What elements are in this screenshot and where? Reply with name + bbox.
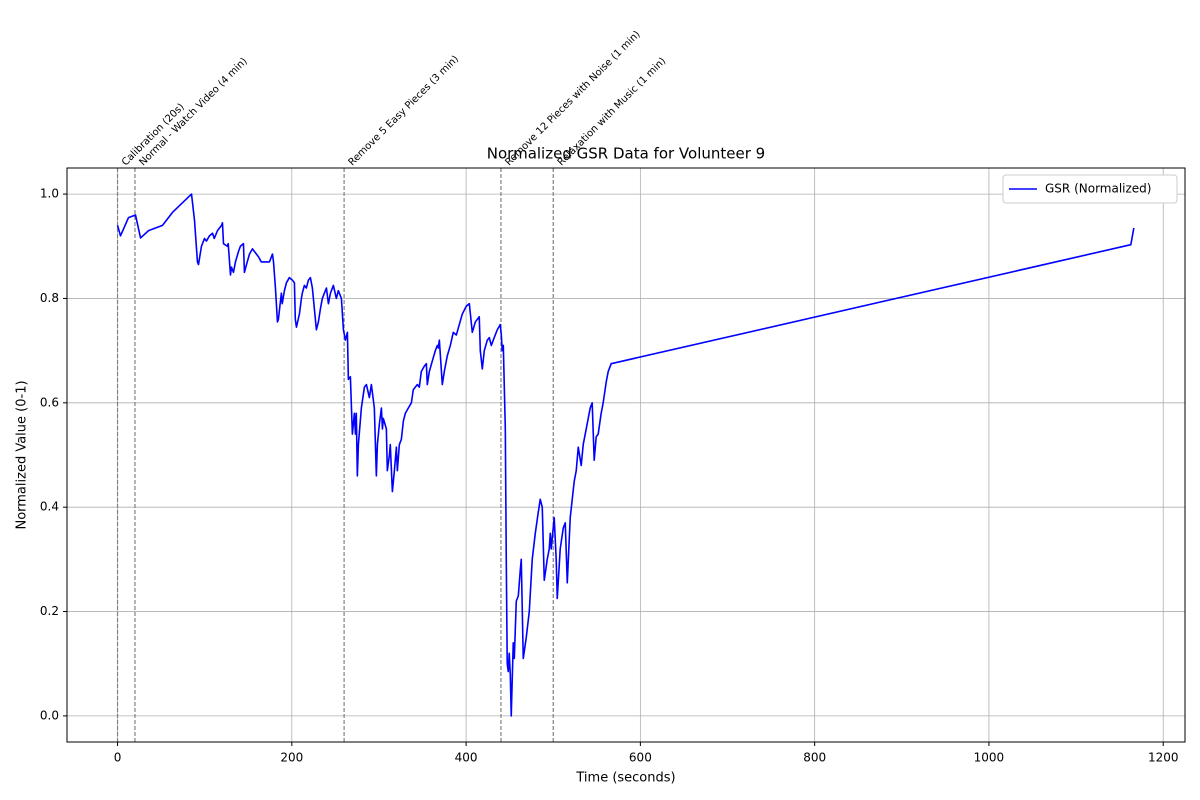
chart-title: Normalized GSR Data for Volunteer 9: [487, 145, 765, 163]
event-label: Remove 5 Easy Pieces (3 min): [347, 54, 462, 169]
legend-box: [1002, 174, 1178, 204]
series-line: [116, 193, 1135, 717]
y-tick-label: 0.2: [40, 604, 59, 618]
y-tick-label: 0.8: [40, 291, 59, 305]
x-tick-label: 800: [803, 751, 826, 765]
y-tick-label: 0.0: [40, 708, 59, 722]
x-axis-label: Time (seconds): [575, 771, 675, 786]
y-axis-label: Normalized Value (0-1): [15, 380, 30, 529]
legend-label: GSR (Normalized): [1045, 182, 1151, 196]
y-tick-label: 0.4: [40, 500, 59, 514]
y-tick-label: 0.6: [40, 395, 59, 409]
x-tick-label: 600: [629, 751, 652, 765]
x-tick-label: 1000: [974, 751, 1005, 765]
axes-frame: [66, 167, 1186, 743]
x-tick-label: 0: [114, 751, 122, 765]
x-tick-label: 400: [455, 751, 478, 765]
x-tick-label: 200: [280, 751, 303, 765]
x-tick-label: 1200: [1148, 751, 1179, 765]
event-label: Normal - Watch Video (4 min): [137, 56, 249, 168]
y-tick-label: 1.0: [40, 187, 59, 201]
